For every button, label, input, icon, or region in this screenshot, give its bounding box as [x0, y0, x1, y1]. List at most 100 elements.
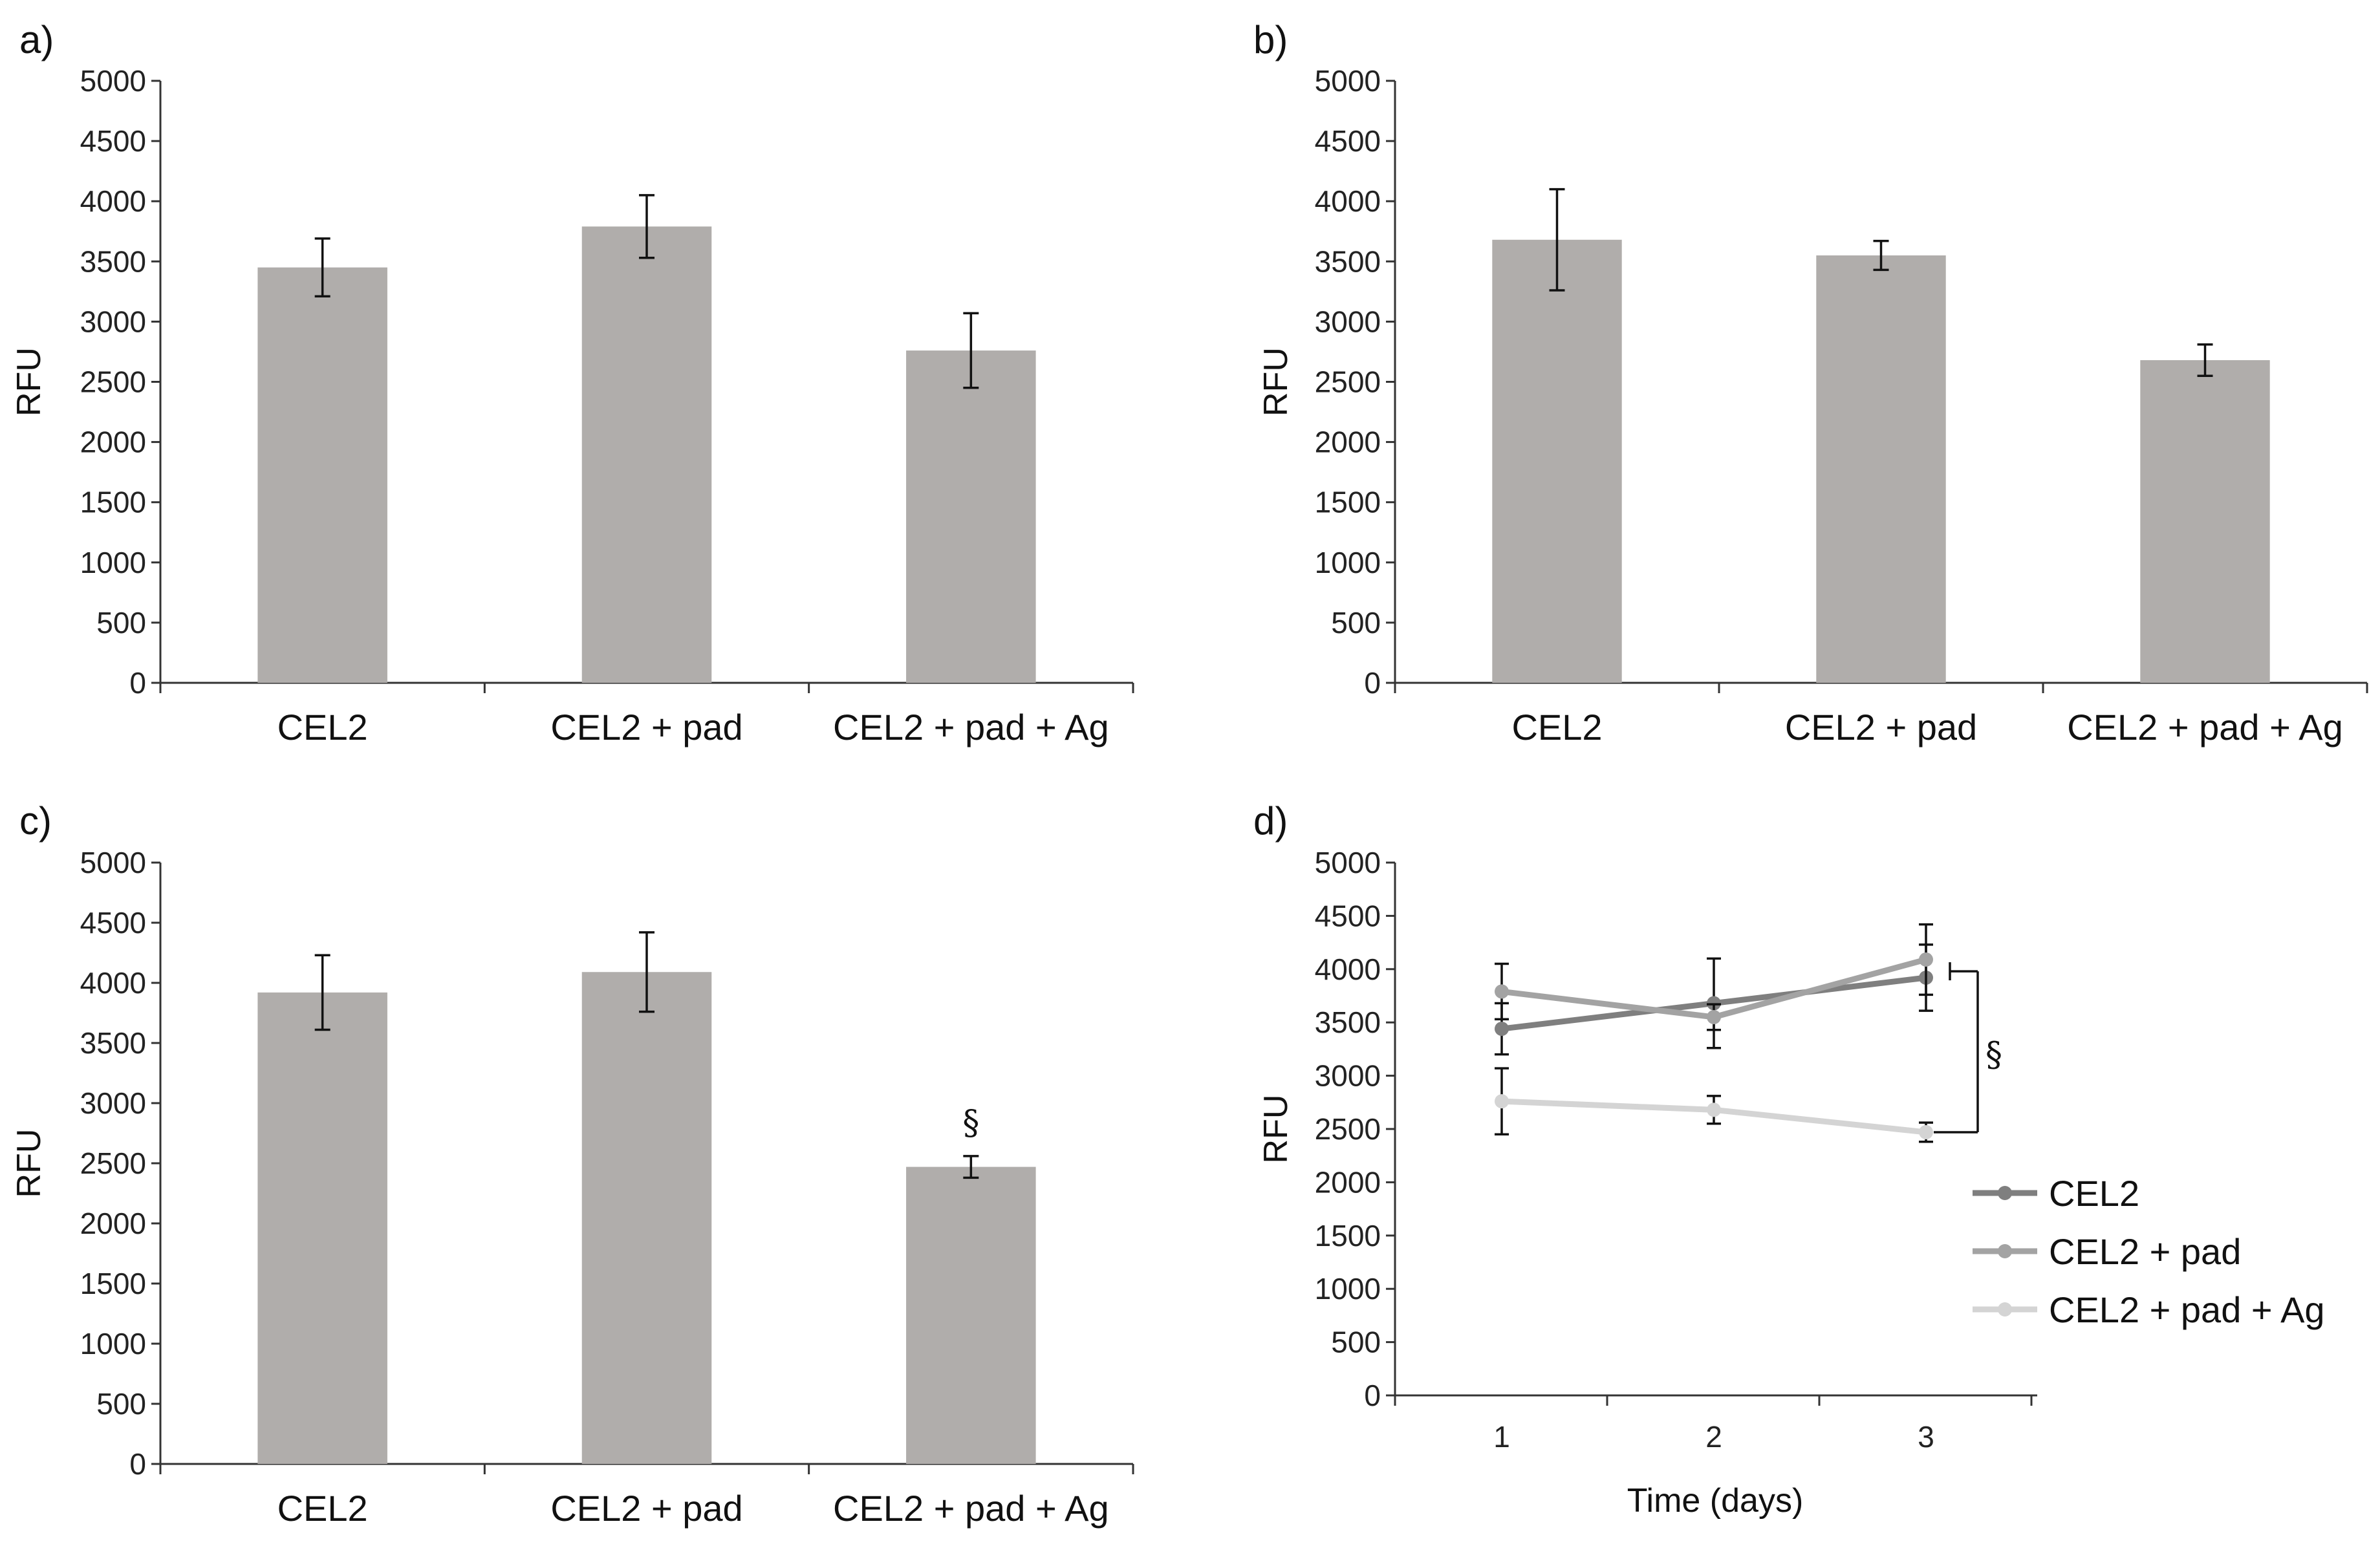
y-tick-label: 3500: [80, 1026, 146, 1060]
y-tick-label: 1500: [1315, 1219, 1381, 1252]
y-tick-label: 4000: [1315, 184, 1381, 218]
y-tick-label: 5000: [80, 846, 146, 879]
data-point: [1919, 1124, 1933, 1139]
x-category-label: CEL2: [277, 707, 368, 747]
y-tick-label: 3500: [80, 244, 146, 278]
chart-panel-b: b) 0 500 1000 1500 2000 2500 3000 3500 4000 4500 50…: [1253, 18, 2368, 747]
y-tick-label: 500: [96, 1387, 146, 1421]
y-tick-label: 5000: [1315, 64, 1381, 98]
y-axis-title: RFU: [1257, 347, 1295, 416]
y-tick-label: 0: [1364, 1379, 1381, 1412]
bar-2: [1816, 255, 1946, 683]
bar-1: [1492, 239, 1622, 683]
bar-1: [257, 267, 387, 683]
data-point: [1495, 1022, 1509, 1037]
legend-item-2: CEL2 + pad: [1973, 1231, 2241, 1272]
chart-panel-c: c) 0 500 1000 1500 2000 2500 3000 3500 4000 4500 50…: [10, 799, 1134, 1529]
error-bar-2: [639, 931, 654, 1013]
y-tick-label: 0: [1364, 666, 1381, 700]
significance-annotation: §: [1985, 1036, 2002, 1075]
legend-label: CEL2 + pad: [2049, 1231, 2241, 1272]
series-2: [1495, 923, 1933, 1031]
bar-3: [2140, 360, 2270, 683]
error-bar-3: [2197, 343, 2213, 377]
y-tick-label: 1000: [80, 546, 146, 579]
bar-1: [257, 992, 387, 1464]
panel-label: c): [19, 799, 52, 843]
y-tick-label: 500: [1331, 1326, 1381, 1359]
y-tick-label: 2500: [1315, 1112, 1381, 1146]
y-axis-title: RFU: [1257, 1095, 1295, 1164]
x-category-label: CEL2 + pad: [1785, 707, 1977, 747]
y-tick-label: 3000: [1315, 305, 1381, 338]
legend-swatch-marker: [1998, 1302, 2012, 1317]
y-tick-label: 500: [96, 606, 146, 640]
chart-panel-a: a) 0 500 1000 1500 2000 2500 3000 3500 4000 4500 50…: [10, 18, 1134, 747]
error-bar-2: [1873, 239, 1889, 272]
error-bar-3: [963, 312, 979, 389]
data-point: [1707, 1102, 1721, 1117]
x-axis-title: Time (days): [1627, 1482, 1804, 1520]
y-tick-label: 4500: [1315, 899, 1381, 932]
y-axis-title: RFU: [10, 347, 48, 416]
bar-3: [906, 1166, 1036, 1464]
panel-label: d): [1253, 799, 1288, 843]
error-bar-1: [1549, 188, 1565, 292]
y-tick-label: 2500: [1315, 365, 1381, 399]
x-tick-label: 2: [1705, 1420, 1722, 1454]
y-tick-label: 4000: [80, 966, 146, 1000]
y-tick-label: 2000: [80, 1207, 146, 1240]
y-tick-label: 3000: [80, 1086, 146, 1120]
series-3: [1495, 1067, 1933, 1143]
legend-item-1: CEL2: [1973, 1173, 2139, 1214]
y-tick-label: 1500: [80, 486, 146, 519]
data-point: [1707, 1009, 1721, 1024]
y-tick-label: 1000: [1315, 546, 1381, 579]
x-category-label: CEL2 + pad: [550, 707, 742, 747]
data-point: [1919, 952, 1933, 967]
bar-3: [906, 350, 1036, 683]
y-axis-title: RFU: [10, 1129, 48, 1198]
error-bar-2: [639, 194, 654, 259]
legend-label: CEL2 + pad + Ag: [2049, 1289, 2325, 1330]
x-category-label: CEL2: [277, 1488, 368, 1529]
y-tick-label: 1500: [80, 1267, 146, 1300]
legend: CEL2 CEL2 + pad CEL2 + pad + Ag: [1973, 1173, 2325, 1330]
panel-label: a): [19, 18, 54, 61]
y-tick-label: 4500: [1315, 124, 1381, 158]
y-tick-label: 3500: [1315, 1005, 1381, 1039]
y-tick-label: 2000: [1315, 425, 1381, 459]
y-tick-label: 1000: [1315, 1272, 1381, 1306]
error-bar-3: [963, 1155, 979, 1179]
y-tick-label: 5000: [80, 64, 146, 98]
x-tick-label: 1: [1493, 1420, 1510, 1454]
data-point: [1495, 1094, 1509, 1109]
error-bar-1: [314, 237, 330, 298]
chart-panel-d: d) 0 500 1000 1500 2000 2500 3000 3500 4000 4500 50…: [1253, 799, 2325, 1520]
y-tick-label: 2000: [1315, 1165, 1381, 1199]
x-tick-label: 3: [1918, 1420, 1934, 1454]
legend-label: CEL2: [2049, 1173, 2139, 1214]
y-tick-label: 0: [129, 1447, 146, 1481]
legend-swatch-marker: [1998, 1244, 2012, 1258]
significance-annotation: §: [962, 1104, 979, 1143]
y-tick-label: 3000: [1315, 1059, 1381, 1093]
x-category-label: CEL2 + pad + Ag: [833, 1488, 1109, 1529]
bar-2: [581, 972, 712, 1464]
y-tick-label: 3500: [1315, 244, 1381, 278]
y-tick-label: 2000: [80, 425, 146, 459]
y-tick-label: 1000: [80, 1327, 146, 1360]
y-tick-label: 4000: [80, 184, 146, 218]
legend-item-3: CEL2 + pad + Ag: [1973, 1289, 2325, 1330]
x-category-label: CEL2 + pad + Ag: [2067, 707, 2343, 747]
y-tick-label: 5000: [1315, 846, 1381, 879]
x-category-label: CEL2 + pad + Ag: [833, 707, 1109, 747]
error-bar-1: [314, 954, 330, 1031]
y-tick-label: 2500: [80, 1146, 146, 1180]
y-tick-label: 4500: [80, 124, 146, 158]
bar-2: [581, 226, 712, 683]
y-tick-label: 500: [1331, 606, 1381, 640]
panel-label: b): [1253, 18, 1288, 61]
data-point: [1495, 984, 1509, 999]
